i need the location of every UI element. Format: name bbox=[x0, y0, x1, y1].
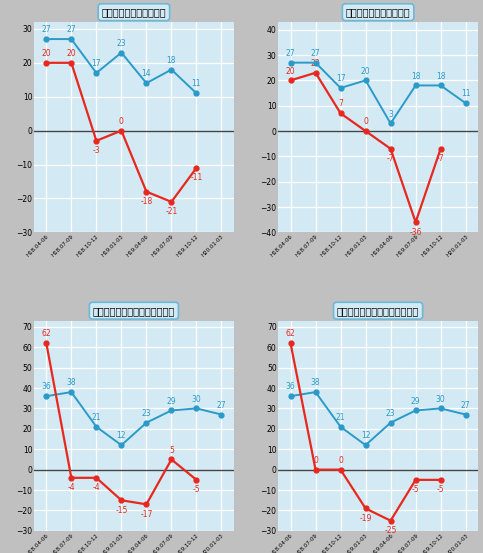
Text: 21: 21 bbox=[92, 413, 101, 422]
Text: 17: 17 bbox=[336, 74, 345, 83]
Text: 17: 17 bbox=[92, 59, 101, 68]
Text: 38: 38 bbox=[311, 378, 320, 387]
Text: 11: 11 bbox=[192, 80, 201, 88]
Text: 23: 23 bbox=[142, 409, 151, 418]
Text: 23: 23 bbox=[386, 409, 396, 418]
Text: 7: 7 bbox=[338, 100, 343, 108]
Text: 27: 27 bbox=[217, 401, 226, 410]
Text: 14: 14 bbox=[142, 69, 151, 79]
Text: 27: 27 bbox=[67, 25, 76, 34]
Text: 30: 30 bbox=[436, 394, 445, 404]
Text: 62: 62 bbox=[42, 329, 51, 338]
Text: -3: -3 bbox=[93, 147, 100, 155]
Text: -15: -15 bbox=[115, 506, 128, 515]
Text: -5: -5 bbox=[412, 486, 419, 494]
Text: 20: 20 bbox=[361, 66, 370, 76]
Text: 29: 29 bbox=[411, 397, 420, 405]
Text: 18: 18 bbox=[167, 56, 176, 65]
Text: -7: -7 bbox=[437, 154, 444, 163]
Text: 27: 27 bbox=[461, 401, 470, 410]
Text: 38: 38 bbox=[67, 378, 76, 387]
Text: -25: -25 bbox=[384, 526, 397, 535]
Text: -11: -11 bbox=[190, 174, 202, 182]
Text: 27: 27 bbox=[42, 25, 51, 34]
Title: ２－３階建て賃貸住宅受注金額: ２－３階建て賃貸住宅受注金額 bbox=[337, 306, 419, 316]
Text: 0: 0 bbox=[338, 456, 343, 465]
Text: -18: -18 bbox=[140, 197, 153, 206]
Text: 29: 29 bbox=[167, 397, 176, 405]
Text: 0: 0 bbox=[363, 117, 368, 126]
Text: 11: 11 bbox=[461, 90, 470, 98]
Text: -4: -4 bbox=[93, 483, 100, 492]
Text: 20: 20 bbox=[42, 49, 51, 58]
Text: -5: -5 bbox=[193, 486, 200, 494]
Text: -5: -5 bbox=[437, 486, 444, 494]
Text: 23: 23 bbox=[311, 59, 320, 68]
Text: 18: 18 bbox=[436, 71, 445, 81]
Text: -17: -17 bbox=[140, 510, 153, 519]
Text: 3: 3 bbox=[388, 109, 393, 118]
Text: 62: 62 bbox=[286, 329, 295, 338]
Text: 12: 12 bbox=[116, 431, 126, 440]
Text: 21: 21 bbox=[336, 413, 345, 422]
Title: 戸建て分譲住宅受注戸数: 戸建て分譲住宅受注戸数 bbox=[101, 7, 166, 17]
Text: -21: -21 bbox=[165, 207, 178, 216]
Text: 20: 20 bbox=[286, 66, 295, 76]
Text: 23: 23 bbox=[116, 39, 126, 48]
Text: 27: 27 bbox=[311, 49, 320, 58]
Title: 戸建て分譲住宅受注金額: 戸建て分譲住宅受注金額 bbox=[346, 7, 411, 17]
Text: 0: 0 bbox=[119, 117, 124, 126]
Text: 36: 36 bbox=[42, 382, 51, 392]
Text: 0: 0 bbox=[313, 456, 318, 465]
Text: 18: 18 bbox=[411, 71, 420, 81]
Text: -4: -4 bbox=[68, 483, 75, 492]
Text: -36: -36 bbox=[410, 228, 422, 237]
Text: -19: -19 bbox=[359, 514, 372, 523]
Text: 12: 12 bbox=[361, 431, 370, 440]
Text: 30: 30 bbox=[192, 394, 201, 404]
Title: ２－３階建て賃貸住宅受注戸数: ２－３階建て賃貸住宅受注戸数 bbox=[93, 306, 175, 316]
Text: 5: 5 bbox=[169, 446, 174, 455]
Text: 27: 27 bbox=[286, 49, 295, 58]
Text: -7: -7 bbox=[387, 154, 395, 163]
Text: 36: 36 bbox=[285, 382, 296, 392]
Text: 20: 20 bbox=[67, 49, 76, 58]
